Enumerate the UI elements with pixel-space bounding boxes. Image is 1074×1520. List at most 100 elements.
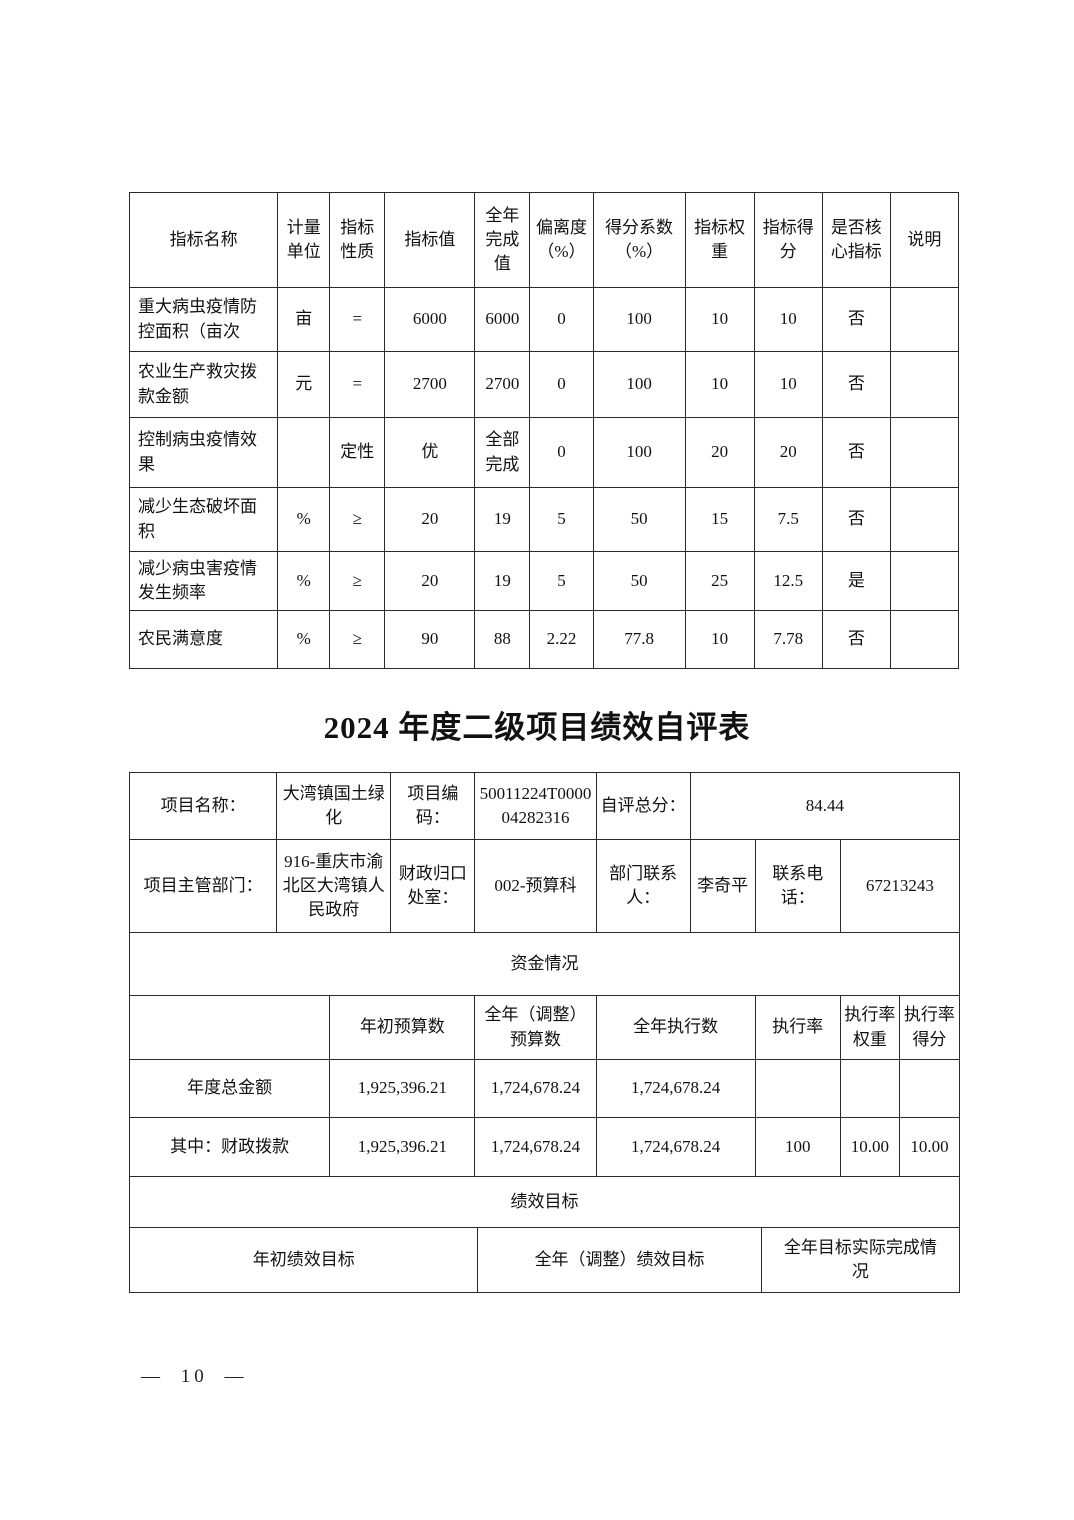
column-header: 指标值 [384, 192, 476, 288]
column-header: 说明 [889, 192, 960, 288]
cell-value: 否 [821, 487, 891, 552]
table-row: 绩效目标 [129, 1176, 960, 1228]
field-value: 大湾镇国土绿化 [276, 772, 392, 840]
indicator-table: 指标名称 计量单位 指标性质 指标值 全年完成值 偏离度（%） 得分系数（%） … [128, 192, 960, 669]
cell-value: 7.5 [753, 487, 823, 552]
cell-value: ≥ [329, 610, 386, 669]
cell-value: 20 [384, 487, 476, 552]
cell-value: 是 [821, 551, 891, 611]
cell-value: 20 [753, 417, 823, 488]
column-header: 全年完成值 [474, 192, 531, 288]
cell-value: 7.78 [753, 610, 823, 669]
cell-value [889, 610, 960, 669]
cell-value: 15 [684, 487, 755, 552]
project-info-row2: 项目主管部门： 916-重庆市渝北区大湾镇人民政府 财政归口处室： 002-预算… [128, 839, 961, 933]
field-label: 财政归口处室： [390, 839, 476, 933]
field-value: 67213243 [839, 839, 961, 933]
cell-value: 2700 [474, 351, 531, 418]
field-value: 84.44 [689, 772, 961, 840]
field-value: 李奇平 [689, 839, 756, 933]
cell-value [889, 487, 960, 552]
cell-value: 10.00 [898, 1117, 961, 1177]
cell-value [889, 287, 960, 352]
column-header: 执行率权重 [839, 995, 900, 1060]
cell-value: 12.5 [753, 551, 823, 611]
cell-value [889, 351, 960, 418]
column-header: 得分系数（%） [592, 192, 686, 288]
field-value: 002-预算科 [474, 839, 597, 933]
cell-value: 否 [821, 417, 891, 488]
row-label: 农民满意度 [128, 610, 279, 669]
column-header: 执行率 [754, 995, 841, 1060]
column-header: 计量单位 [277, 192, 331, 288]
cell-value [889, 417, 960, 488]
cell-value [277, 417, 331, 488]
cell-value [754, 1059, 841, 1118]
cell-value: 6000 [474, 287, 531, 352]
cell-value: 否 [821, 287, 891, 352]
table-header-row: 年初绩效目标 全年（调整）绩效目标 全年目标实际完成情况 [128, 1227, 961, 1293]
field-label: 自评总分： [595, 772, 691, 840]
column-header: 全年（调整）预算数 [474, 995, 597, 1060]
cell-value: 1,724,678.24 [595, 1059, 756, 1118]
cell-value: 1,724,678.24 [595, 1117, 756, 1177]
cell-value: 2700 [384, 351, 476, 418]
field-value: 50011224T000004282316 [474, 772, 597, 840]
field-label: 项目名称： [128, 772, 278, 840]
cell-value: ≥ [329, 551, 386, 611]
cell-value: 10 [684, 287, 755, 352]
cell-value: 19 [474, 487, 531, 552]
cell-value: 全部完成 [474, 417, 531, 488]
row-label: 减少生态破坏面积 [128, 487, 279, 552]
cell-value: 10 [753, 351, 823, 418]
cell-value: 1,724,678.24 [474, 1117, 597, 1177]
table-row: 项目名称： 大湾镇国土绿化 项目编码： 50011224T00000428231… [128, 772, 961, 840]
cell-value: 元 [277, 351, 331, 418]
row-label: 减少病虫害疫情发生频率 [128, 551, 279, 611]
cell-value: 20 [684, 417, 755, 488]
table-row: 减少生态破坏面积 % ≥ 20 19 5 50 15 7.5 否 [128, 487, 960, 552]
cell-value: 0 [529, 351, 594, 418]
cell-value [898, 1059, 961, 1118]
cell-value: % [277, 487, 331, 552]
cell-value: 优 [384, 417, 476, 488]
cell-value [889, 551, 960, 611]
cell-value: = [329, 287, 386, 352]
table-row: 年度总金额 1,925,396.21 1,724,678.24 1,724,67… [128, 1059, 961, 1118]
page-number: — 10 — [141, 1366, 248, 1387]
goals-header-table: 年初绩效目标 全年（调整）绩效目标 全年目标实际完成情况 [128, 1227, 961, 1293]
funds-table: 年初预算数 全年（调整）预算数 全年执行数 执行率 执行率权重 执行率得分 年度… [128, 995, 961, 1177]
field-value: 916-重庆市渝北区大湾镇人民政府 [276, 839, 392, 933]
cell-value: 88 [474, 610, 531, 669]
cell-value: 100 [754, 1117, 841, 1177]
column-header: 全年目标实际完成情况 [760, 1227, 961, 1293]
cell-value: 50 [592, 551, 686, 611]
column-header: 偏离度（%） [529, 192, 594, 288]
row-label: 重大病虫疫情防控面积（亩次 [128, 287, 279, 352]
cell-value: 1,925,396.21 [329, 1117, 476, 1177]
goals-section-title-row: 绩效目标 [129, 1176, 960, 1228]
row-label: 其中：财政拨款 [128, 1117, 331, 1177]
section-title: 资金情况 [129, 932, 960, 996]
table-header-row: 指标名称 计量单位 指标性质 指标值 全年完成值 偏离度（%） 得分系数（%） … [128, 192, 960, 288]
cell-value: % [277, 551, 331, 611]
cell-value: ≥ [329, 487, 386, 552]
cell-value: 5 [529, 487, 594, 552]
cell-value: 100 [592, 417, 686, 488]
cell-value: 亩 [277, 287, 331, 352]
row-label: 农业生产救灾拨款金额 [128, 351, 279, 418]
column-header: 全年（调整）绩效目标 [477, 1227, 762, 1293]
table-row: 重大病虫疫情防控面积（亩次 亩 = 6000 6000 0 100 10 10 … [128, 287, 960, 352]
table-header-row: 年初预算数 全年（调整）预算数 全年执行数 执行率 执行率权重 执行率得分 [128, 995, 961, 1060]
row-label: 年度总金额 [128, 1059, 331, 1118]
cell-value: 50 [592, 487, 686, 552]
field-label: 联系电话： [754, 839, 841, 933]
cell-value: 10 [684, 610, 755, 669]
table-row: 其中：财政拨款 1,925,396.21 1,724,678.24 1,724,… [128, 1117, 961, 1177]
cell-value: 否 [821, 351, 891, 418]
cell-value: 25 [684, 551, 755, 611]
cell-value: 2.22 [529, 610, 594, 669]
column-header: 指标名称 [128, 192, 279, 288]
cell-value: 定性 [329, 417, 386, 488]
